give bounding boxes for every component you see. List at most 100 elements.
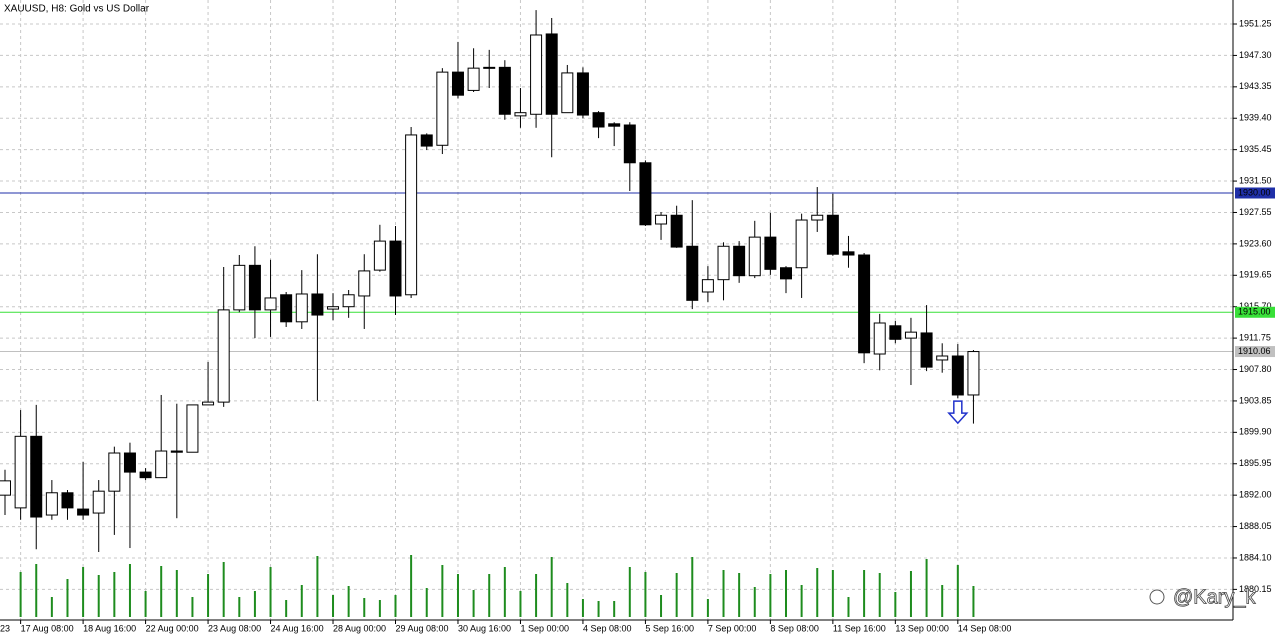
y-tick-label: 1899.90 (1239, 427, 1272, 437)
candle-body (733, 245, 746, 277)
candle-body (436, 71, 449, 146)
x-tick-label: 1 Sep 00:00 (520, 623, 569, 633)
candle-body (561, 72, 574, 114)
y-tick-label: 1892.00 (1239, 490, 1272, 500)
candle-body (61, 492, 74, 509)
candle-body (873, 322, 886, 355)
candle-body (311, 293, 324, 316)
candle-body (327, 306, 340, 310)
level-label: 1915.00 (1238, 307, 1271, 317)
candle-body (467, 67, 480, 91)
y-tick-label: 1931.50 (1239, 175, 1272, 185)
candle-body (264, 297, 277, 311)
candle-body (186, 404, 199, 453)
candle-body (842, 251, 855, 256)
candle-body (373, 240, 386, 271)
candle-body (858, 254, 871, 354)
candle-body (45, 492, 58, 516)
candle-body (795, 219, 808, 269)
candle-body (483, 66, 496, 69)
y-tick-label: 1919.65 (1239, 270, 1272, 280)
candle-body (904, 331, 917, 339)
x-tick-label: 28 Aug 00:00 (333, 623, 386, 633)
x-tick-label: 18 Aug 16:00 (83, 623, 136, 633)
candle-body (123, 452, 136, 473)
candle-body (608, 123, 621, 127)
level-label-box (1235, 187, 1275, 199)
candle-body (280, 294, 293, 323)
x-tick-label: 17 Aug 08:00 (21, 623, 74, 633)
candle-body (780, 267, 792, 280)
candle-body (623, 124, 636, 164)
candle-body (30, 435, 43, 518)
x-tick-label: 23 Aug 08:00 (208, 623, 261, 633)
candle-body (514, 112, 527, 117)
candle-body (920, 332, 933, 368)
level-label: 1910.06 (1238, 346, 1271, 356)
watermark: @Kary_k (1173, 586, 1257, 608)
candle-body (826, 214, 839, 255)
y-tick-label: 1935.45 (1239, 144, 1272, 154)
candle-body (170, 450, 183, 453)
x-tick-label: 11 Sep 16:00 (833, 623, 886, 633)
candle-body (686, 245, 699, 301)
candle-body (717, 245, 730, 281)
candle-body (202, 401, 215, 406)
candle-body (233, 264, 246, 311)
candle-body (420, 134, 433, 147)
candle-body (14, 435, 27, 509)
x-tick-label: 8 Sep 08:00 (770, 623, 819, 633)
candle-body (670, 214, 683, 248)
level-label-box (1235, 306, 1275, 318)
y-tick-label: 1880.15 (1239, 584, 1272, 594)
y-tick-label: 1895.95 (1239, 458, 1272, 468)
level-label-box (1235, 346, 1275, 358)
x-tick-label: 4 Sep 08:00 (583, 623, 632, 633)
candle-body (92, 490, 105, 514)
y-tick-label: 1911.75 (1239, 332, 1271, 342)
candle-body (701, 279, 714, 293)
level-label: 1930.00 (1238, 187, 1271, 197)
candle-body (139, 471, 152, 479)
y-tick-label: 1927.55 (1239, 207, 1272, 217)
candle-body (967, 351, 980, 396)
y-tick-label: 1907.80 (1239, 364, 1272, 374)
y-tick-label: 1903.85 (1239, 395, 1272, 405)
x-tick-label: 30 Aug 16:00 (458, 623, 511, 633)
watermark-icon-inner (1149, 589, 1165, 605)
candle-body (358, 270, 371, 297)
y-tick-label: 1888.05 (1239, 521, 1272, 531)
candle-body (155, 450, 168, 479)
y-tick-label: 1915.70 (1239, 301, 1272, 311)
y-tick-label: 1939.40 (1239, 113, 1272, 123)
x-tick-label: 24 Aug 16:00 (271, 623, 324, 633)
candle-body (655, 214, 668, 225)
x-tick-label: 14 Sep 08:00 (958, 623, 1012, 633)
candle-body (639, 162, 652, 226)
candle-body (405, 134, 418, 296)
candle-body (748, 236, 761, 277)
candle-body (108, 452, 121, 492)
y-tick-label: 1943.35 (1239, 81, 1272, 91)
candle-body (545, 33, 558, 115)
x-tick-label: 29 Aug 08:00 (396, 623, 449, 633)
candle-body (389, 240, 402, 297)
y-tick-label: 1947.30 (1239, 50, 1272, 60)
candle-body (295, 293, 308, 323)
y-tick-label: 1951.25 (1239, 18, 1272, 28)
candle-body (217, 309, 230, 403)
candle-body (342, 294, 355, 308)
candle-body (248, 264, 261, 311)
candle-body (576, 72, 589, 116)
candle-body (936, 355, 949, 361)
candle-body (77, 508, 90, 516)
x-tick-label: 5 Sep 16:00 (645, 623, 694, 633)
x-tick-label: 13 Sep 00:00 (895, 623, 949, 633)
candle-body (0, 480, 11, 496)
candle-body (951, 355, 964, 396)
y-tick-label: 1923.60 (1239, 238, 1272, 248)
x-tick-label: 22 Aug 00:00 (146, 623, 199, 633)
y-tick-label: 1884.10 (1239, 552, 1272, 562)
